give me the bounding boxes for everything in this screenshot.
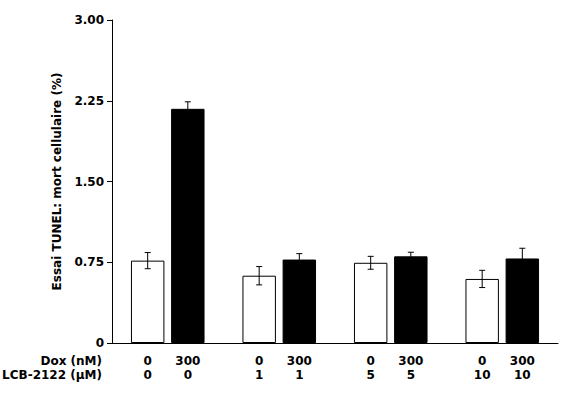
svg-text:0: 0: [144, 368, 152, 382]
svg-text:1: 1: [255, 368, 263, 382]
svg-text:5: 5: [407, 368, 415, 382]
svg-text:0: 0: [255, 354, 263, 368]
svg-text:Essai TUNEL: mort cellulaire (: Essai TUNEL: mort cellulaire (%): [50, 73, 64, 291]
svg-text:3.00: 3.00: [74, 13, 104, 27]
svg-text:0: 0: [478, 354, 486, 368]
svg-text:LCB-2122 (μM): LCB-2122 (μM): [2, 368, 102, 382]
svg-text:0.75: 0.75: [74, 255, 104, 269]
svg-text:1: 1: [295, 368, 303, 382]
svg-text:300: 300: [510, 354, 535, 368]
svg-text:1.50: 1.50: [74, 175, 104, 189]
svg-text:10: 10: [474, 368, 491, 382]
svg-text:10: 10: [514, 368, 531, 382]
svg-text:5: 5: [367, 368, 375, 382]
svg-text:0: 0: [184, 368, 192, 382]
svg-text:0: 0: [96, 336, 104, 350]
svg-text:2.25: 2.25: [74, 94, 104, 108]
svg-text:300: 300: [398, 354, 423, 368]
svg-text:0: 0: [367, 354, 375, 368]
svg-text:0: 0: [144, 354, 152, 368]
svg-text:Dox (nM): Dox (nM): [40, 354, 102, 368]
svg-text:300: 300: [287, 354, 312, 368]
svg-text:300: 300: [175, 354, 200, 368]
